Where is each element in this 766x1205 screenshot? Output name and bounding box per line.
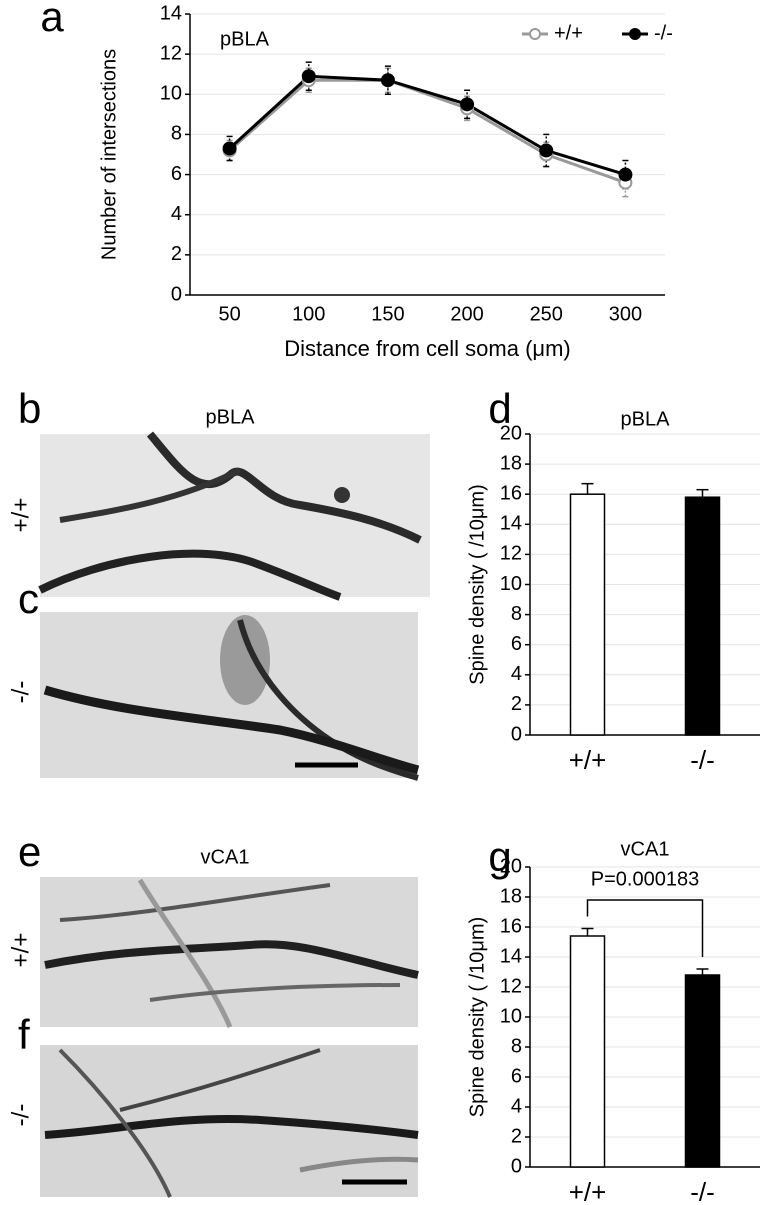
y-tick-label: 8 <box>511 1035 522 1057</box>
bar <box>569 935 606 1168</box>
marker <box>618 167 633 182</box>
y-tick-label: 10 <box>160 83 182 105</box>
micrograph-title: vCA1 <box>201 846 250 868</box>
y-axis-label: Number of intersections <box>98 49 120 260</box>
x-tick-label: 300 <box>609 303 642 325</box>
y-tick-label: 18 <box>500 452 522 474</box>
marker <box>301 69 316 84</box>
significance-bracket <box>586 899 704 957</box>
legend-label: -/- <box>654 22 673 44</box>
x-tick-label: 150 <box>371 303 404 325</box>
x-tick-label: 50 <box>218 303 240 325</box>
y-tick-label: 6 <box>511 633 522 655</box>
y-axis-label: Spine density ( /10μm) <box>466 484 488 685</box>
y-tick-label: 0 <box>171 283 182 305</box>
panel-letter: d <box>488 385 511 432</box>
y-tick-label: 2 <box>171 243 182 265</box>
marker <box>380 73 395 88</box>
x-tick-label: 100 <box>292 303 325 325</box>
y-tick-label: 2 <box>511 1125 522 1147</box>
x-tick-label: -/- <box>690 1177 715 1205</box>
annotation: P=0.000183 <box>591 868 699 890</box>
x-axis-label: Distance from cell soma (μm) <box>284 336 571 361</box>
y-tick-label: 20 <box>500 422 522 444</box>
y-tick-label: 4 <box>511 663 522 685</box>
x-tick-label: +/+ <box>569 745 607 775</box>
micrograph-title: pBLA <box>206 406 256 428</box>
y-tick-label: 20 <box>500 855 522 877</box>
micrograph-f <box>40 1045 419 1198</box>
y-tick-label: 0 <box>511 1155 522 1177</box>
y-tick-label: 6 <box>171 163 182 185</box>
y-tick-label: 8 <box>511 603 522 625</box>
x-tick-label: 200 <box>450 303 483 325</box>
genotype-label: -/- <box>7 681 34 704</box>
marker <box>460 97 475 112</box>
bar <box>684 974 721 1168</box>
y-tick-label: 10 <box>500 1005 522 1027</box>
y-tick-label: 18 <box>500 885 522 907</box>
panel-letter: b <box>18 385 41 432</box>
panel-letter: e <box>18 828 41 875</box>
y-tick-label: 14 <box>160 2 182 24</box>
panel-letter: f <box>18 1011 30 1058</box>
x-tick-label: +/+ <box>569 1177 607 1205</box>
y-tick-label: 12 <box>160 42 182 64</box>
y-tick-label: 12 <box>500 975 522 997</box>
y-tick-label: 6 <box>511 1065 522 1087</box>
y-tick-label: 14 <box>500 513 522 535</box>
y-tick-label: 8 <box>171 123 182 145</box>
y-tick-label: 10 <box>500 573 522 595</box>
panel-letter: a <box>40 0 64 40</box>
legend-marker <box>529 28 541 40</box>
legend-marker <box>629 28 641 40</box>
micrograph-b <box>38 431 430 601</box>
y-tick-label: 2 <box>511 693 522 715</box>
chart-title: vCA1 <box>621 838 670 860</box>
x-tick-label: -/- <box>690 745 715 775</box>
genotype-label: -/- <box>7 1104 34 1127</box>
genotype-label: +/+ <box>7 498 34 533</box>
chart-title: pBLA <box>621 408 671 430</box>
y-tick-label: 16 <box>500 915 522 937</box>
marker <box>222 141 237 156</box>
y-axis-label: Spine density ( /10μm) <box>466 917 488 1118</box>
y-tick-label: 4 <box>171 203 182 225</box>
bar <box>569 493 606 736</box>
legend-label: +/+ <box>554 22 583 44</box>
y-tick-label: 12 <box>500 543 522 565</box>
chart-title: pBLA <box>220 28 270 50</box>
panel-letter: g <box>488 833 511 880</box>
panel-letter: c <box>18 575 39 622</box>
y-tick-label: 14 <box>500 945 522 967</box>
y-tick-label: 0 <box>511 723 522 745</box>
micrograph-c <box>40 612 420 781</box>
marker <box>539 143 554 158</box>
bar <box>684 496 721 736</box>
series-line <box>228 78 626 185</box>
y-tick-label: 16 <box>500 482 522 504</box>
genotype-label: +/+ <box>7 933 34 968</box>
series-line <box>228 74 626 177</box>
x-tick-label: 250 <box>530 303 563 325</box>
y-tick-label: 4 <box>511 1095 522 1117</box>
micrograph-e <box>40 877 419 1028</box>
